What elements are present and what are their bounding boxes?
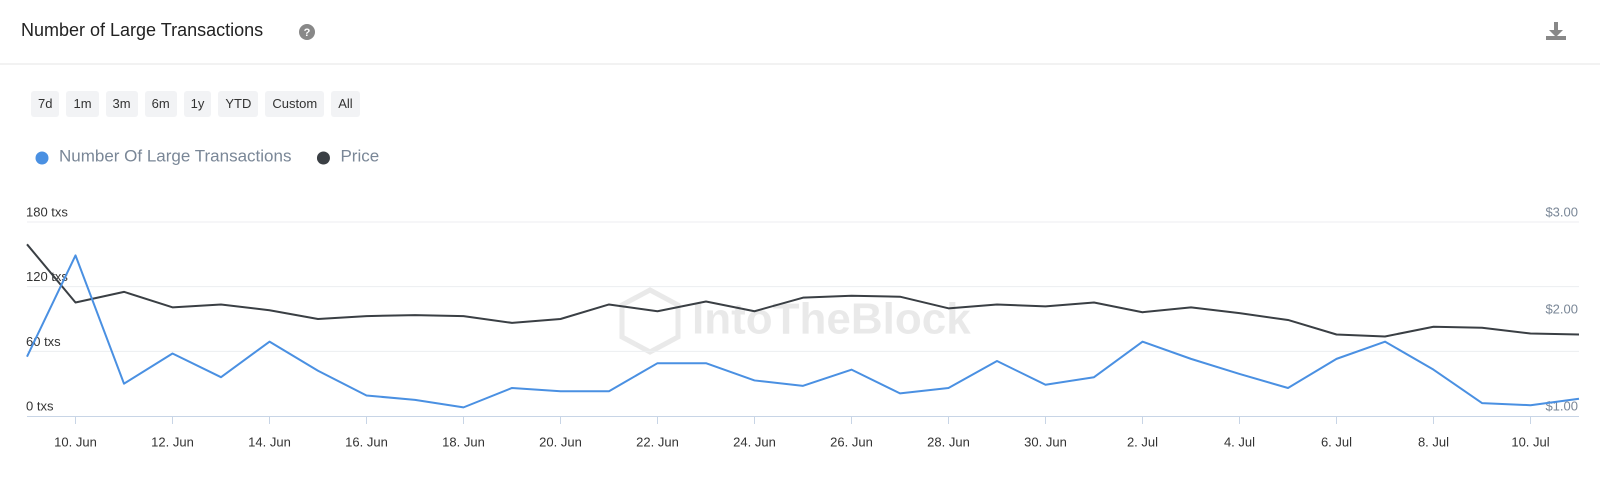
legend-label: Number Of Large Transactions bbox=[59, 146, 291, 165]
y-tick-label: 180 txs bbox=[26, 204, 68, 219]
x-tick-label: 4. Jul bbox=[1224, 434, 1255, 449]
x-tick-label: 24. Jun bbox=[733, 434, 776, 449]
range-button[interactable]: 7d bbox=[31, 91, 60, 117]
legend-swatch bbox=[35, 151, 49, 165]
x-tick-label: 8. Jul bbox=[1418, 434, 1449, 449]
y-tick-label: 60 txs bbox=[26, 334, 61, 349]
x-tick-label: 30. Jun bbox=[1024, 434, 1067, 449]
download-icon[interactable] bbox=[1546, 22, 1566, 40]
legend-item[interactable]: Number Of Large Transactions bbox=[35, 146, 292, 165]
series-line bbox=[26, 254, 1580, 409]
x-tick-label: 14. Jun bbox=[248, 434, 291, 449]
range-button[interactable]: All bbox=[331, 91, 360, 117]
x-tick-label: 16. Jun bbox=[345, 434, 388, 449]
x-tick-label: 18. Jun bbox=[442, 434, 485, 449]
range-button[interactable]: 1y bbox=[183, 91, 212, 117]
chart-title: Number of Large Transactions bbox=[21, 20, 263, 40]
y2-tick-label: $2.00 bbox=[1545, 301, 1578, 316]
x-tick-label: 12. Jun bbox=[151, 434, 194, 449]
x-tick-label: 20. Jun bbox=[539, 434, 582, 449]
x-tick-label: 22. Jun bbox=[636, 434, 679, 449]
range-button[interactable]: 3m bbox=[105, 91, 138, 117]
range-button[interactable]: Custom bbox=[265, 91, 325, 117]
x-tick-label: 26. Jun bbox=[830, 434, 873, 449]
range-button[interactable]: 6m bbox=[144, 91, 177, 117]
svg-text:?: ? bbox=[304, 27, 311, 39]
legend-item[interactable]: Price bbox=[316, 146, 379, 165]
range-button[interactable]: YTD bbox=[218, 91, 259, 117]
legend-label: Price bbox=[340, 146, 379, 165]
series-line bbox=[26, 243, 1580, 338]
legend-swatch bbox=[316, 151, 330, 165]
x-tick-label: 28. Jun bbox=[927, 434, 970, 449]
watermark-text: IntoTheBlock bbox=[692, 295, 971, 344]
x-tick-label: 2. Jul bbox=[1127, 434, 1158, 449]
help-icon[interactable]: ? bbox=[299, 24, 315, 40]
y-tick-label: 0 txs bbox=[26, 398, 54, 413]
x-tick-label: 10. Jun bbox=[54, 434, 97, 449]
x-tick-label: 10. Jul bbox=[1511, 434, 1549, 449]
x-tick-label: 6. Jul bbox=[1321, 434, 1352, 449]
range-button[interactable]: 1m bbox=[66, 91, 99, 117]
y2-tick-label: $3.00 bbox=[1545, 204, 1578, 219]
